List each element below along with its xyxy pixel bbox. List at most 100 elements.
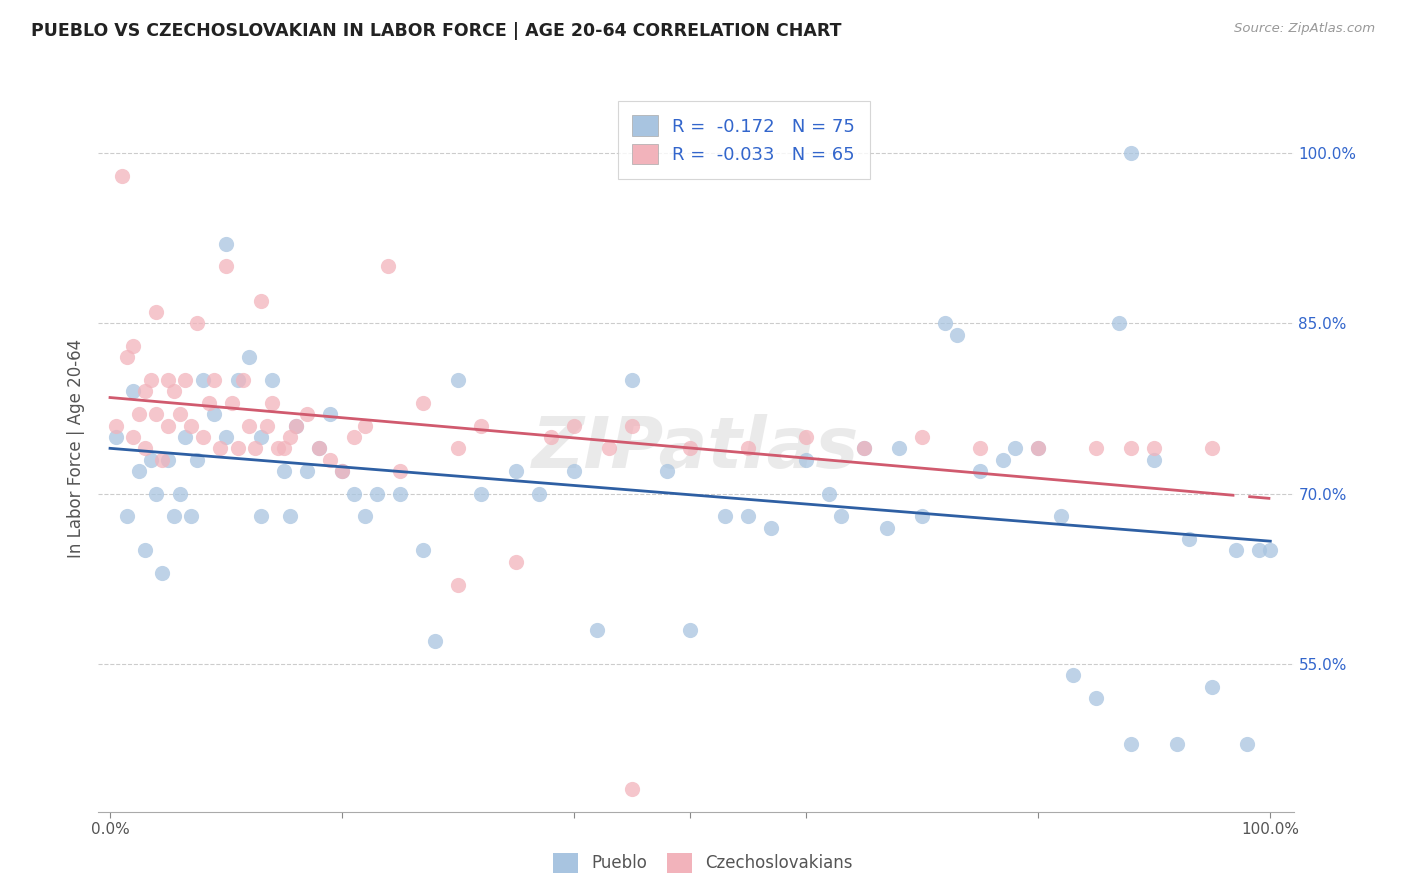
Point bbox=[308, 442, 330, 456]
Point bbox=[174, 373, 197, 387]
Point bbox=[562, 464, 585, 478]
Point bbox=[319, 452, 342, 467]
Point bbox=[122, 339, 145, 353]
Point bbox=[794, 452, 817, 467]
Point bbox=[818, 486, 841, 500]
Point bbox=[186, 316, 208, 330]
Point bbox=[278, 509, 301, 524]
Point bbox=[262, 373, 284, 387]
Point bbox=[122, 430, 145, 444]
Point bbox=[238, 418, 260, 433]
Point bbox=[139, 373, 162, 387]
Point bbox=[1178, 532, 1201, 546]
Point bbox=[423, 634, 446, 648]
Point bbox=[197, 396, 219, 410]
Point bbox=[191, 430, 214, 444]
Point bbox=[505, 555, 527, 569]
Point bbox=[621, 418, 644, 433]
Point bbox=[1201, 442, 1223, 456]
Point bbox=[447, 577, 470, 591]
Point bbox=[134, 384, 156, 399]
Point bbox=[586, 623, 609, 637]
Point bbox=[946, 327, 969, 342]
Point bbox=[853, 442, 876, 456]
Point bbox=[470, 486, 492, 500]
Point bbox=[204, 407, 226, 421]
Point bbox=[679, 442, 702, 456]
Point bbox=[447, 373, 470, 387]
Point bbox=[191, 373, 214, 387]
Text: PUEBLO VS CZECHOSLOVAKIAN IN LABOR FORCE | AGE 20-64 CORRELATION CHART: PUEBLO VS CZECHOSLOVAKIAN IN LABOR FORCE… bbox=[31, 22, 841, 40]
Point bbox=[209, 442, 232, 456]
Point bbox=[1026, 442, 1049, 456]
Point bbox=[737, 509, 759, 524]
Point bbox=[330, 464, 353, 478]
Point bbox=[278, 430, 301, 444]
Point bbox=[1166, 737, 1188, 751]
Legend: R =  -0.172   N = 75, R =  -0.033   N = 65: R = -0.172 N = 75, R = -0.033 N = 65 bbox=[619, 101, 869, 179]
Text: ZIPatlas: ZIPatlas bbox=[533, 414, 859, 483]
Point bbox=[1085, 691, 1108, 706]
Point bbox=[366, 486, 388, 500]
Point bbox=[1062, 668, 1084, 682]
Point bbox=[1108, 316, 1130, 330]
Point bbox=[412, 543, 434, 558]
Point bbox=[256, 418, 278, 433]
Point bbox=[221, 396, 243, 410]
Point bbox=[343, 430, 366, 444]
Point bbox=[267, 442, 290, 456]
Point bbox=[157, 418, 180, 433]
Point bbox=[876, 521, 898, 535]
Point bbox=[1085, 442, 1108, 456]
Point bbox=[186, 452, 208, 467]
Point bbox=[104, 418, 127, 433]
Point bbox=[150, 452, 173, 467]
Point bbox=[145, 486, 167, 500]
Point bbox=[169, 407, 191, 421]
Point bbox=[1119, 737, 1142, 751]
Point bbox=[134, 442, 156, 456]
Point bbox=[1258, 543, 1281, 558]
Point bbox=[128, 464, 150, 478]
Point bbox=[180, 509, 202, 524]
Point bbox=[104, 430, 127, 444]
Point bbox=[139, 452, 162, 467]
Point bbox=[243, 442, 266, 456]
Point bbox=[540, 430, 562, 444]
Point bbox=[679, 623, 702, 637]
Point bbox=[714, 509, 737, 524]
Point bbox=[117, 351, 139, 365]
Point bbox=[1201, 680, 1223, 694]
Legend: Pueblo, Czechoslovakians: Pueblo, Czechoslovakians bbox=[547, 847, 859, 880]
Point bbox=[215, 430, 238, 444]
Point bbox=[993, 452, 1015, 467]
Point bbox=[377, 260, 399, 274]
Point bbox=[621, 373, 644, 387]
Point bbox=[1050, 509, 1073, 524]
Point bbox=[830, 509, 852, 524]
Point bbox=[1236, 737, 1258, 751]
Point bbox=[354, 509, 377, 524]
Point bbox=[1247, 543, 1270, 558]
Point bbox=[887, 442, 910, 456]
Point bbox=[250, 509, 273, 524]
Point bbox=[163, 384, 186, 399]
Point bbox=[122, 384, 145, 399]
Point bbox=[330, 464, 353, 478]
Point bbox=[157, 452, 180, 467]
Point bbox=[853, 442, 876, 456]
Point bbox=[215, 236, 238, 251]
Point bbox=[157, 373, 180, 387]
Point bbox=[226, 373, 249, 387]
Point bbox=[308, 442, 330, 456]
Point bbox=[1225, 543, 1247, 558]
Point bbox=[354, 418, 377, 433]
Point bbox=[1026, 442, 1049, 456]
Point bbox=[128, 407, 150, 421]
Point bbox=[226, 442, 249, 456]
Point bbox=[1143, 452, 1166, 467]
Point bbox=[215, 260, 238, 274]
Point bbox=[297, 464, 319, 478]
Point bbox=[174, 430, 197, 444]
Point bbox=[529, 486, 551, 500]
